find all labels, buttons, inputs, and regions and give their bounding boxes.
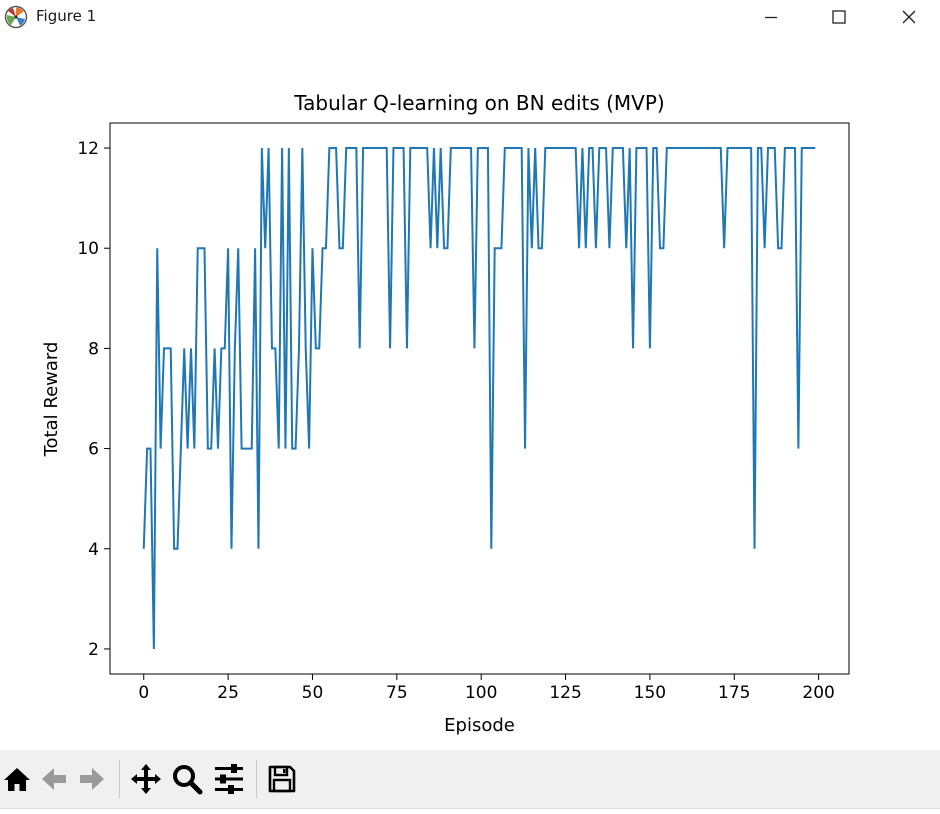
maximize-button[interactable]: [816, 0, 862, 34]
x-tick-label: 175: [718, 683, 750, 703]
back-icon: [42, 768, 66, 790]
x-tick-label: 125: [549, 683, 581, 703]
home-icon: [4, 768, 30, 791]
x-tick-label: 200: [802, 683, 834, 703]
toolbar-separator: [256, 760, 257, 798]
matplotlib-logo-icon: [4, 5, 28, 29]
y-tick-label: 12: [77, 139, 99, 159]
window-title: Figure 1: [36, 7, 97, 25]
close-button[interactable]: [886, 0, 932, 34]
toolbar-separator: [119, 760, 120, 798]
x-tick-label: 0: [138, 683, 149, 703]
pan-button[interactable]: [129, 761, 163, 797]
y-tick-label: 4: [88, 540, 99, 560]
configure-subplots-button[interactable]: [212, 761, 246, 797]
maximize-icon: [832, 10, 846, 24]
x-tick-label: 25: [217, 683, 239, 703]
x-tick-label: 50: [302, 683, 324, 703]
y-tick-label: 8: [88, 339, 99, 359]
y-tick-label: 6: [88, 440, 99, 460]
y-axis-label: Total Reward: [41, 342, 62, 458]
x-tick-label: 75: [386, 683, 408, 703]
x-tick-label: 100: [465, 683, 497, 703]
plot-frame: [109, 122, 850, 675]
y-tick-label: 10: [77, 239, 99, 259]
forward-button[interactable]: [75, 761, 109, 797]
x-axis-label: Episode: [444, 715, 515, 736]
series-line: [142, 147, 816, 649]
home-button[interactable]: [0, 761, 34, 797]
line-chart: 0 25 50 75 100 125 150 175 200 2 4 6 8 10 12 Tabular Q…: [41, 91, 850, 736]
y-tick-label: 2: [88, 640, 99, 660]
minimize-icon: [765, 16, 777, 19]
back-button[interactable]: [37, 761, 71, 797]
window-titlebar: Figure 1: [0, 0, 940, 34]
close-icon: [902, 10, 916, 24]
save-button[interactable]: [265, 761, 299, 797]
chart-title: Tabular Q-learning on BN edits (MVP): [293, 91, 664, 115]
x-tick-label: 150: [634, 683, 666, 703]
navigation-toolbar: [0, 750, 940, 808]
zoom-icon: [173, 765, 203, 795]
save-icon: [268, 765, 296, 793]
forward-icon: [80, 768, 104, 790]
figure-canvas: 0 25 50 75 100 125 150 175 200 2 4 6 8 10 12 Tabular Q…: [0, 34, 940, 750]
window-bottom-edge: [0, 808, 940, 814]
minimize-button[interactable]: [748, 0, 794, 34]
zoom-button[interactable]: [170, 761, 204, 797]
plot-area: [110, 123, 849, 674]
pan-icon: [131, 764, 161, 794]
configure-subplots-icon: [215, 764, 243, 794]
